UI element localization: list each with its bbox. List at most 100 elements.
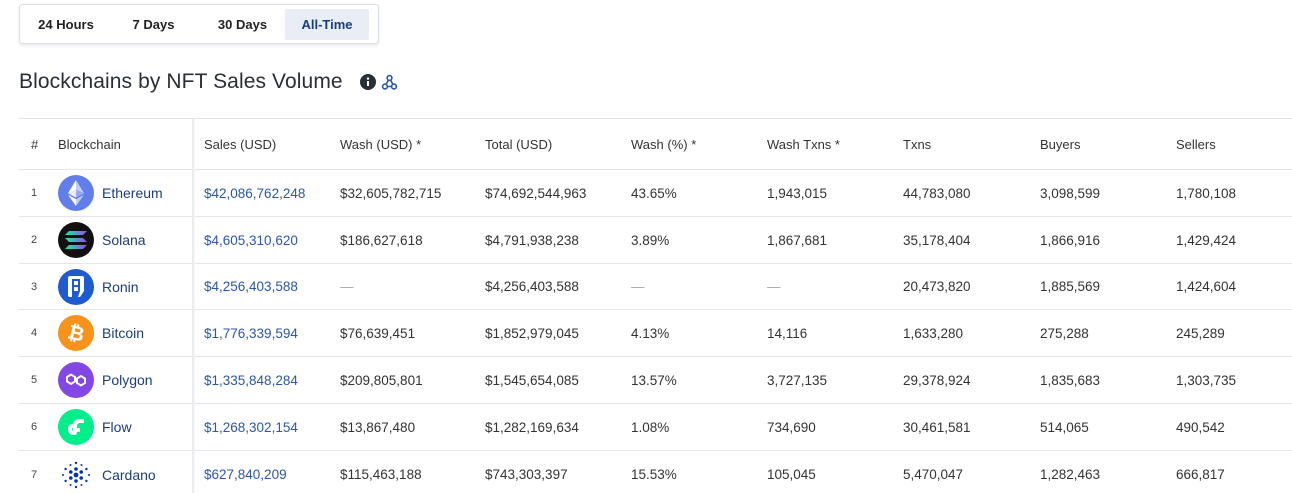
wash-txns-cell: — [767, 279, 781, 294]
txns-cell: 44,783,080 [903, 185, 971, 201]
blockchain-cell[interactable]: Flow [58, 404, 132, 450]
table-row[interactable]: 3 Ronin $4,256,403,588 — $4,256,403,588 … [19, 264, 1292, 310]
table-row[interactable]: 7 Car [19, 451, 1292, 493]
chain-name[interactable]: Solana [102, 232, 146, 248]
blockchain-cell[interactable]: Polygon [58, 357, 153, 403]
wash-cell: $32,605,782,715 [340, 185, 442, 201]
wash-cell: $76,639,451 [340, 325, 416, 341]
wash-pct-cell: 3.89% [631, 232, 670, 248]
table-row[interactable]: 2 Solana $4,605,310,620 $186,627,618 $4,… [19, 217, 1292, 264]
page-title: Blockchains by NFT Sales Volume [19, 70, 343, 93]
wash-cell: $115,463,188 [340, 467, 422, 482]
sellers-cell: 245,289 [1176, 325, 1225, 341]
ethereum-icon [58, 175, 94, 211]
chain-name[interactable]: Bitcoin [102, 325, 145, 341]
buyers-cell: 3,098,599 [1040, 185, 1101, 201]
wash-txns-cell: 1,943,015 [767, 185, 828, 201]
blockchain-cell[interactable]: Ethereum [58, 170, 163, 216]
blockchain-cell[interactable]: Ronin [58, 264, 139, 309]
flow-icon [58, 409, 94, 445]
sellers-cell: 490,542 [1176, 419, 1225, 435]
tab-30-days[interactable]: 30 Days [217, 16, 268, 32]
title-row: Blockchains by NFT Sales Volume [19, 68, 398, 96]
sales-cell[interactable]: $1,268,302,154 [204, 419, 298, 435]
wash-pct-cell: — [631, 279, 645, 294]
sellers-cell: 1,780,108 [1176, 185, 1237, 201]
header-blockchain[interactable]: Blockchain [58, 136, 121, 152]
wash-txns-cell: 734,690 [767, 419, 816, 435]
sellers-cell: 1,429,424 [1176, 232, 1237, 248]
rank-cell: 5 [31, 374, 38, 386]
share-icon[interactable] [381, 74, 398, 91]
buyers-cell: 1,282,463 [1040, 467, 1101, 482]
buyers-cell: 1,885,569 [1040, 279, 1101, 294]
txns-cell: 35,178,404 [903, 232, 971, 248]
table-row[interactable]: 5 Polygon $1,335,848,284 $209,805,801 $1… [19, 357, 1292, 404]
sales-cell[interactable]: $1,335,848,284 [204, 372, 298, 388]
total-cell: $4,791,938,238 [485, 232, 579, 248]
chain-name[interactable]: Ronin [102, 278, 139, 295]
txns-cell: 30,461,581 [903, 419, 971, 435]
total-cell: $4,256,403,588 [485, 279, 579, 294]
bitcoin-icon: ₿ [58, 315, 94, 351]
chain-name[interactable]: Polygon [102, 372, 153, 388]
header-total[interactable]: Total (USD) [485, 136, 553, 152]
rank-cell: 2 [31, 234, 38, 246]
sales-cell[interactable]: $4,605,310,620 [204, 232, 298, 248]
tab-7-days[interactable]: 7 Days [132, 16, 175, 32]
header-txns[interactable]: Txns [903, 136, 932, 152]
rank-cell: 6 [31, 421, 38, 433]
chain-name[interactable]: Ethereum [102, 185, 163, 201]
txns-cell: 5,470,047 [903, 467, 964, 482]
buyers-cell: 1,835,683 [1040, 372, 1101, 388]
total-cell: $743,303,397 [485, 467, 568, 482]
ronin-icon [58, 268, 94, 305]
wash-pct-cell: 4.13% [631, 325, 670, 341]
wash-txns-cell: 105,045 [767, 467, 816, 482]
time-range-tabs: 24 Hours 7 Days 30 Days All-Time [19, 4, 379, 44]
header-sellers[interactable]: Sellers [1176, 136, 1216, 152]
tab-24-hours[interactable]: 24 Hours [38, 16, 94, 32]
chain-name[interactable]: Flow [102, 419, 132, 435]
table-row[interactable]: 1 Ethereum $42,086,762,248 $32,605,782,7… [19, 170, 1292, 217]
header-wash-pct[interactable]: Wash (%) * [631, 136, 697, 152]
table-row[interactable]: 4 ₿ Bitcoin $1,776,339,594 $76,639,451 $… [19, 310, 1292, 357]
header-wash[interactable]: Wash (USD) * [340, 136, 422, 152]
wash-pct-cell: 13.57% [631, 372, 677, 388]
cardano-icon [58, 456, 94, 493]
sticky-column-divider [192, 119, 195, 493]
buyers-cell: 514,065 [1040, 419, 1089, 435]
sellers-cell: 1,424,604 [1176, 279, 1237, 294]
info-icon[interactable] [359, 74, 376, 90]
wash-cell: $13,867,480 [340, 419, 416, 435]
blockchain-cell[interactable]: Solana [58, 217, 146, 263]
rank-cell: 4 [31, 327, 38, 339]
rank-cell: 1 [31, 187, 38, 199]
header-wash-txns[interactable]: Wash Txns * [767, 136, 840, 152]
table-row[interactable]: 6 Flow $1,268,302,154 $13,867,480 $1,282… [19, 404, 1292, 451]
blockchain-cell[interactable]: Cardano [58, 451, 156, 493]
sellers-cell: 666,817 [1176, 467, 1225, 482]
blockchain-cell[interactable]: ₿ Bitcoin [58, 310, 144, 356]
header-sales[interactable]: Sales (USD) [204, 136, 277, 152]
blockchains-table: # Blockchain Sales (USD) Wash (USD) * To… [19, 118, 1292, 493]
wash-txns-cell: 3,727,135 [767, 372, 828, 388]
sales-cell[interactable]: $42,086,762,248 [204, 185, 306, 201]
rank-cell: 7 [31, 468, 38, 481]
header-rank[interactable]: # [31, 136, 39, 152]
wash-cell: $186,627,618 [340, 232, 423, 248]
txns-cell: 20,473,820 [903, 279, 971, 294]
header-buyers[interactable]: Buyers [1040, 136, 1081, 152]
sales-cell[interactable]: $4,256,403,588 [204, 279, 298, 294]
sales-cell[interactable]: $627,840,209 [204, 467, 287, 482]
txns-cell: 29,378,924 [903, 372, 971, 388]
polygon-icon [58, 362, 94, 398]
wash-cell: $209,805,801 [340, 372, 423, 388]
solana-icon [58, 222, 94, 258]
wash-pct-cell: 15.53% [631, 467, 677, 482]
total-cell: $1,545,654,085 [485, 372, 579, 388]
chain-name[interactable]: Cardano [102, 466, 156, 483]
tab-all-time[interactable]: All-Time [285, 8, 369, 40]
table-header-row: # Blockchain Sales (USD) Wash (USD) * To… [19, 119, 1292, 170]
sales-cell[interactable]: $1,776,339,594 [204, 325, 298, 341]
